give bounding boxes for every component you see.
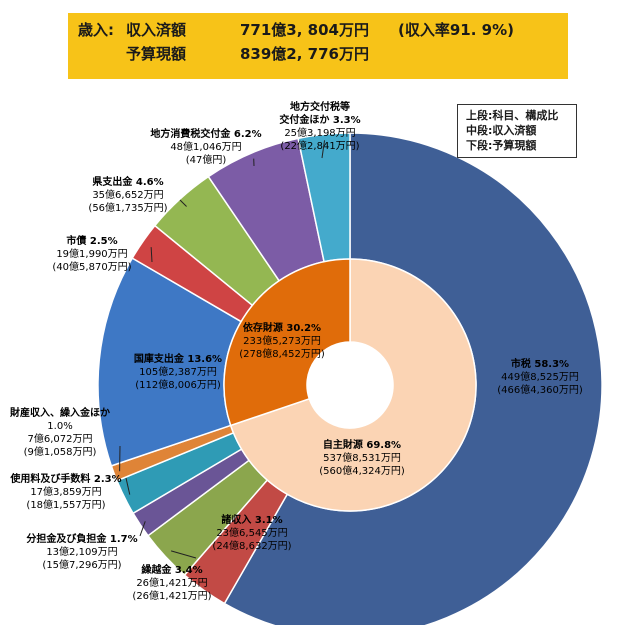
label-sho-shunyu: 諸収入 3.1% 23億6,545万円(24億8,632万円) [212,513,291,552]
legend-note-line-3: 下段:予算現額 [466,139,537,152]
banner-revenue-heading: 歳入: [78,21,114,39]
banner-received-title: 収入済額 [126,21,187,39]
label-shiyoryo: 使用料及び手数料 2.3% 17億3,859万円(18億1,557万円) [9,472,121,511]
legend-note-box: 上段:科目、構成比 中段:収入済額 下段:予算現額 [457,104,577,158]
banner-row-received: 歳入: 収入済額 771億3, 804万円 (収入率91. 9%) [78,19,568,43]
banner-budget-title: 予算現額 [126,45,187,63]
label-chiho-shohizei: 地方消費税交付金 6.2% 48億1,046万円(47億円) [150,127,261,166]
label-chiho-kofuzei: 地方交付税等交付金ほか 3.3% 25億3,198万円(22億2,841万円) [279,100,360,152]
banner-collection-rate: (収入率91. 9%) [398,21,514,39]
leader-line [179,199,187,207]
label-jishu-zaigen: 自主財源 69.8% 537億8,531万円(560億4,324万円) [319,438,405,477]
banner-row-budget: 予算現額 839億2, 776万円 [78,43,568,67]
label-ken-shishutsukin: 県支出金 4.6% 35億6,652万円(56億1,735万円) [88,175,167,214]
label-buntankin: 分担金及び負担金 1.7% 13億2,109万円(15億7,296万円) [26,532,137,571]
label-shizei: 市税 58.3% 449億8,525万円(466億4,360万円) [497,357,583,396]
leader-line [139,521,146,537]
label-kurikoshikin: 繰越金 3.4% 26億1,421万円(26億1,421万円) [132,563,211,602]
label-kokko-shishutsukin: 国庫支出金 13.6% 105億2,387万円(112億8,006万円) [134,352,222,391]
legend-note-line-1: 上段:科目、構成比 [466,109,559,122]
label-izon-zaigen: 依存財源 30.2% 233億5,273万円(278億8,452万円) [239,321,325,360]
inner-slice-2 [223,258,351,427]
banner-budget-amount: 839億2, 776万円 [240,45,369,63]
leader-line [150,247,153,263]
leader-line [321,140,326,159]
label-zaisan-shunyu: 財産収入、繰入金ほか 1.0% 7億6,072万円(9億1,058万円) [9,406,110,458]
inner-slice-1 [229,258,477,512]
banner-received-amount: 771億3, 804万円 [240,21,369,39]
label-shisai: 市債 2.5% 19億1,990万円(40億5,870万円) [52,234,131,273]
summary-banner: 歳入: 収入済額 771億3, 804万円 (収入率91. 9%) 予算現額 8… [68,13,568,79]
legend-note-line-2: 中段:収入済額 [466,124,537,137]
leader-line [170,550,197,559]
leader-line [125,477,131,495]
